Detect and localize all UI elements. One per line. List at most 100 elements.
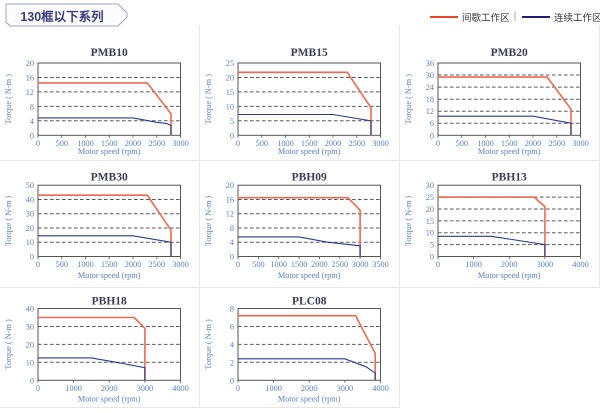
svg-text:0: 0	[230, 131, 234, 140]
svg-text:0: 0	[30, 253, 34, 262]
svg-text:8: 8	[30, 102, 34, 111]
svg-text:2500: 2500	[549, 139, 566, 148]
svg-text:Motor speed (rpm): Motor speed (rpm)	[278, 147, 341, 156]
svg-text:2000: 2000	[501, 260, 518, 269]
svg-text:PLC08: PLC08	[292, 296, 327, 308]
svg-text:15: 15	[226, 88, 234, 97]
svg-text:0: 0	[430, 131, 434, 140]
svg-text:20: 20	[426, 205, 434, 214]
svg-text:20: 20	[26, 340, 34, 349]
svg-text:Torque ( N-m ): Torque ( N-m )	[4, 319, 13, 370]
svg-text:16: 16	[226, 196, 234, 205]
svg-text:24: 24	[426, 83, 435, 92]
svg-text:Torque ( N-m ): Torque ( N-m )	[204, 195, 213, 246]
svg-text:1000: 1000	[77, 260, 94, 269]
svg-text:Motor speed (rpm): Motor speed (rpm)	[478, 271, 541, 280]
svg-text:500: 500	[252, 260, 264, 269]
svg-text:2500: 2500	[149, 260, 166, 269]
svg-text:2500: 2500	[349, 139, 366, 148]
svg-text:50: 50	[26, 181, 34, 190]
svg-text:0: 0	[230, 376, 234, 385]
svg-text:10: 10	[26, 238, 34, 247]
svg-text:0: 0	[236, 139, 240, 148]
svg-text:0: 0	[436, 139, 440, 148]
svg-text:40: 40	[26, 196, 34, 205]
svg-text:1500: 1500	[291, 260, 308, 269]
svg-text:1500: 1500	[101, 260, 118, 269]
svg-text:PMB20: PMB20	[491, 47, 528, 59]
svg-text:Motor speed (rpm): Motor speed (rpm)	[278, 271, 341, 280]
svg-text:20: 20	[226, 74, 234, 83]
svg-text:500: 500	[256, 139, 268, 148]
svg-text:3000: 3000	[537, 260, 554, 269]
svg-text:PMB15: PMB15	[291, 47, 328, 59]
svg-text:2000: 2000	[101, 384, 118, 393]
svg-text:18: 18	[426, 95, 434, 104]
svg-text:5: 5	[430, 241, 434, 250]
svg-text:4000: 4000	[172, 384, 189, 393]
svg-text:12: 12	[226, 210, 234, 219]
svg-text:20: 20	[26, 59, 34, 68]
svg-text:500: 500	[56, 139, 68, 148]
svg-text:25: 25	[226, 59, 234, 68]
svg-text:4: 4	[230, 340, 235, 349]
svg-text:PBH18: PBH18	[92, 296, 127, 308]
svg-text:0: 0	[36, 139, 40, 148]
svg-text:Motor speed (rpm): Motor speed (rpm)	[78, 395, 141, 404]
svg-text:Motor speed (rpm): Motor speed (rpm)	[478, 147, 541, 156]
svg-text:4: 4	[230, 238, 235, 247]
svg-text:0: 0	[236, 260, 240, 269]
svg-text:PMB10: PMB10	[91, 47, 128, 59]
svg-text:500: 500	[56, 260, 68, 269]
svg-text:30: 30	[426, 71, 434, 80]
svg-text:20: 20	[26, 224, 34, 233]
svg-text:40: 40	[26, 305, 34, 314]
svg-text:0: 0	[436, 260, 440, 269]
svg-text:0: 0	[230, 253, 234, 262]
svg-text:3000: 3000	[172, 260, 189, 269]
svg-text:6: 6	[430, 119, 434, 128]
svg-text:Motor speed (rpm): Motor speed (rpm)	[78, 147, 141, 156]
svg-text:12: 12	[26, 88, 34, 97]
svg-text:3000: 3000	[337, 384, 354, 393]
svg-text:3000: 3000	[572, 139, 589, 148]
svg-text:500: 500	[456, 139, 468, 148]
svg-text:Motor speed (rpm): Motor speed (rpm)	[278, 395, 341, 404]
svg-text:16: 16	[26, 74, 34, 83]
svg-text:20: 20	[226, 181, 234, 190]
svg-text:8: 8	[230, 224, 234, 233]
svg-text:15: 15	[426, 217, 434, 226]
svg-text:0: 0	[36, 260, 40, 269]
svg-text:1000: 1000	[465, 260, 482, 269]
svg-text:0: 0	[430, 253, 434, 262]
svg-text:0: 0	[236, 384, 240, 393]
svg-text:0: 0	[36, 384, 40, 393]
svg-text:0: 0	[30, 376, 34, 385]
svg-text:5: 5	[230, 117, 234, 126]
svg-text:4: 4	[30, 117, 35, 126]
svg-text:30: 30	[426, 181, 434, 190]
svg-text:12: 12	[426, 107, 434, 116]
svg-text:Torque ( N-m ): Torque ( N-m )	[404, 74, 413, 125]
svg-text:36: 36	[426, 59, 434, 68]
svg-text:10: 10	[26, 358, 34, 367]
svg-text:0: 0	[30, 131, 34, 140]
svg-text:30: 30	[26, 323, 34, 332]
svg-text:6: 6	[230, 323, 234, 332]
svg-text:3000: 3000	[372, 139, 389, 148]
svg-text:2500: 2500	[332, 260, 349, 269]
svg-text:10: 10	[226, 102, 234, 111]
svg-text:3000: 3000	[137, 384, 154, 393]
svg-text:4000: 4000	[572, 260, 589, 269]
svg-text:Torque ( N-m ): Torque ( N-m )	[404, 195, 413, 246]
svg-text:PBH09: PBH09	[292, 172, 327, 184]
svg-text:1000: 1000	[65, 384, 82, 393]
svg-text:4000: 4000	[372, 384, 389, 393]
svg-text:Torque ( N-m ): Torque ( N-m )	[204, 319, 213, 370]
svg-text:2: 2	[230, 358, 234, 367]
svg-text:3000: 3000	[172, 139, 189, 148]
svg-text:PBH13: PBH13	[492, 172, 527, 184]
svg-text:2000: 2000	[311, 260, 328, 269]
svg-text:Motor speed (rpm): Motor speed (rpm)	[78, 271, 141, 280]
svg-text:10: 10	[426, 229, 434, 238]
